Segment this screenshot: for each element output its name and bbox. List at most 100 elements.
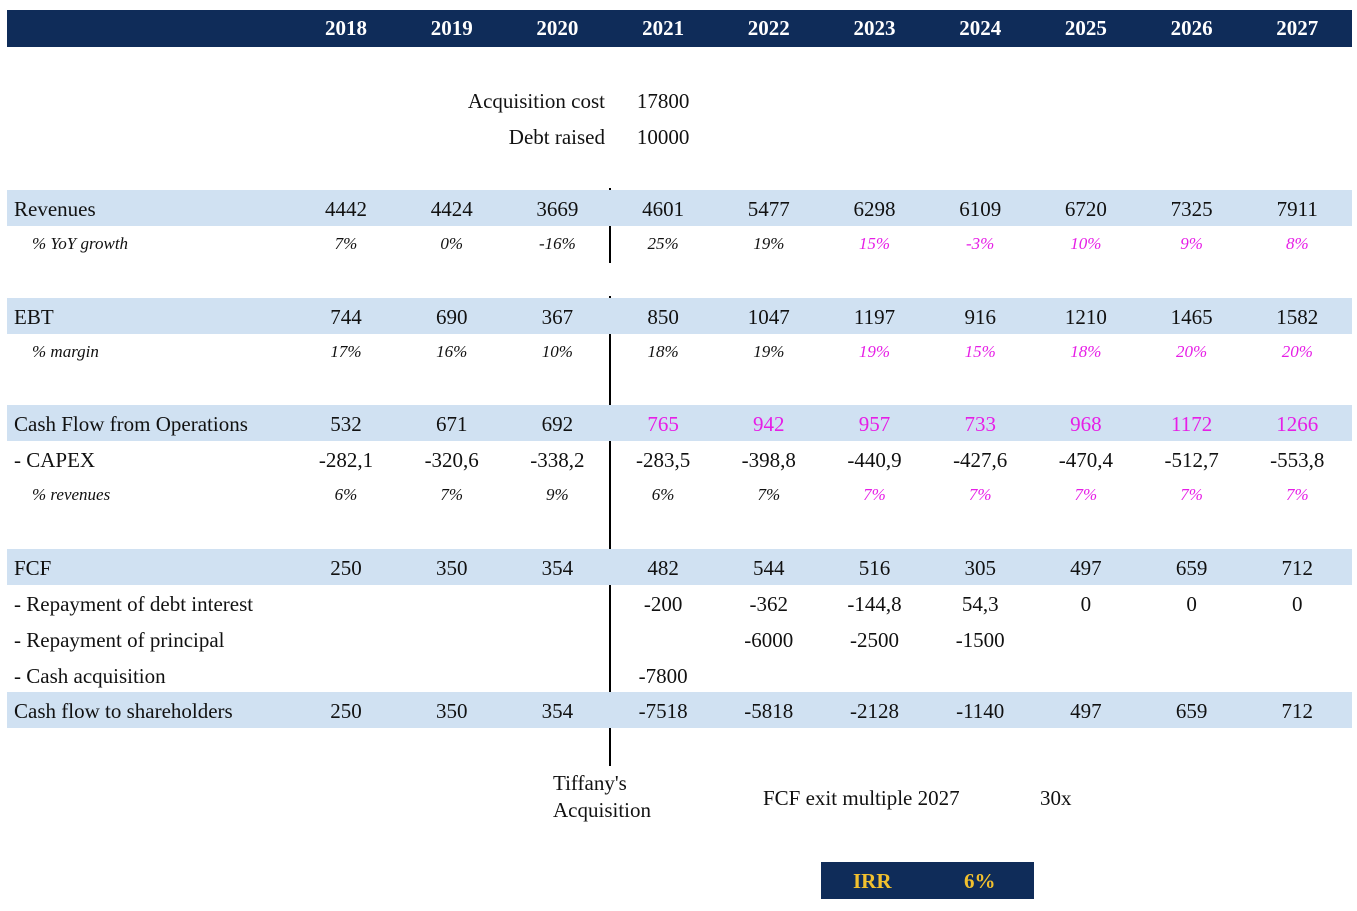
cell-value: 16% [436,342,468,361]
event-label: Tiffany's [553,771,627,795]
cell-value: 659 [1175,699,1208,723]
row-label: FCF [14,556,52,580]
cell-value: 18% [647,342,679,361]
cell-value: 744 [330,305,362,329]
cell-value: -320,6 [424,448,479,472]
cell-value: 1210 [1064,305,1107,329]
year-header: 2023 [853,16,896,40]
cell-value: 19% [753,342,785,361]
cell-value: -6000 [744,628,794,652]
cell-value: 7911 [1276,197,1318,221]
cell-value: 19% [858,342,891,361]
input-value: 17800 [636,89,690,113]
cell-value: 7% [1180,485,1203,504]
cell-value: 1047 [747,305,790,329]
row-label: EBT [14,305,54,329]
cell-value: 20% [1281,342,1313,361]
divider [609,296,611,766]
cell-value: 4424 [430,197,473,221]
cell-value: 6720 [1064,197,1107,221]
row-band [7,298,1352,334]
year-header: 2024 [959,16,1002,40]
cell-value: 733 [964,412,996,436]
row-label: Revenues [14,197,96,221]
cell-value: 0 [1292,592,1303,616]
cell-value: 532 [330,412,362,436]
cell-value: -7800 [638,664,688,688]
cell-value: 7% [757,485,781,504]
cell-value: 354 [541,556,574,580]
cell-value: 544 [753,556,785,580]
cell-value: 942 [753,412,785,436]
cell-value: -144,8 [847,592,902,616]
cell-value: 1197 [853,305,896,329]
year-header: 2025 [1064,16,1107,40]
cell-value: 659 [1175,556,1208,580]
cell-value: 497 [1070,699,1102,723]
cell-value: -16% [538,234,576,253]
cell-value: -2128 [850,699,899,723]
cell-value: 0 [1080,592,1092,616]
input-value: 10000 [636,125,690,149]
cell-value: 482 [647,556,679,580]
row-label: - Repayment of principal [14,628,225,652]
cell-value: 957 [858,412,891,436]
cell-value: 712 [1281,556,1314,580]
cell-value: 516 [858,556,891,580]
year-header: 2019 [430,16,473,40]
cell-value: -283,5 [635,448,691,472]
cell-value: 350 [435,556,468,580]
cell-value: 765 [647,412,679,436]
cell-value: 4442 [325,197,367,221]
cell-value: 25% [647,234,679,253]
row-label: Cash flow to shareholders [14,699,233,723]
cell-value: 6% [334,485,358,504]
cell-value: 712 [1281,699,1314,723]
cell-value: -427,6 [953,448,1008,472]
cell-value: -200 [643,592,683,616]
cell-value: -2500 [850,628,899,652]
cell-value: 6298 [853,197,896,221]
cell-value: 692 [541,412,574,436]
row-label: % YoY growth [32,234,129,253]
cell-value: 1172 [1170,412,1213,436]
cell-value: 690 [435,305,468,329]
cell-value: -362 [749,592,789,616]
cell-value: 350 [435,699,468,723]
cell-value: 9% [1180,234,1203,253]
cell-value: 4601 [642,197,685,221]
cell-value: 9% [546,485,569,504]
input-label: Debt raised [508,125,605,149]
year-header: 2018 [325,16,367,40]
cell-value: 0% [440,234,464,253]
cell-value: 15% [858,234,891,253]
row-label: - Repayment of debt interest [14,592,254,616]
cell-value: 19% [753,234,785,253]
cell-value: 1582 [1276,305,1319,329]
cell-value: 305 [964,556,996,580]
row-label: % revenues [32,485,111,504]
cell-value: -1500 [955,628,1005,652]
cell-value: -3% [966,234,995,253]
irr-box [821,862,1034,899]
cell-value: 6% [651,485,675,504]
cell-value: 497 [1070,556,1102,580]
cell-value: 18% [1070,342,1102,361]
cell-value: 7% [1074,485,1098,504]
cell-value: 54,3 [961,592,999,616]
cell-value: 1465 [1170,305,1213,329]
cell-value: 250 [330,556,362,580]
year-header: 2022 [747,16,790,40]
cell-value: -282,1 [318,448,374,472]
cell-value: 671 [435,412,468,436]
cell-value: 367 [541,305,574,329]
cell-value: 7% [1285,485,1309,504]
cell-value: 850 [647,305,679,329]
year-header: 2027 [1276,16,1319,40]
cell-value: 0 [1186,592,1197,616]
input-label: Acquisition cost [467,89,605,113]
cell-value: 7% [968,485,992,504]
cell-value: -398,8 [741,448,796,472]
row-label: % margin [32,342,99,361]
cell-value: 968 [1070,412,1102,436]
